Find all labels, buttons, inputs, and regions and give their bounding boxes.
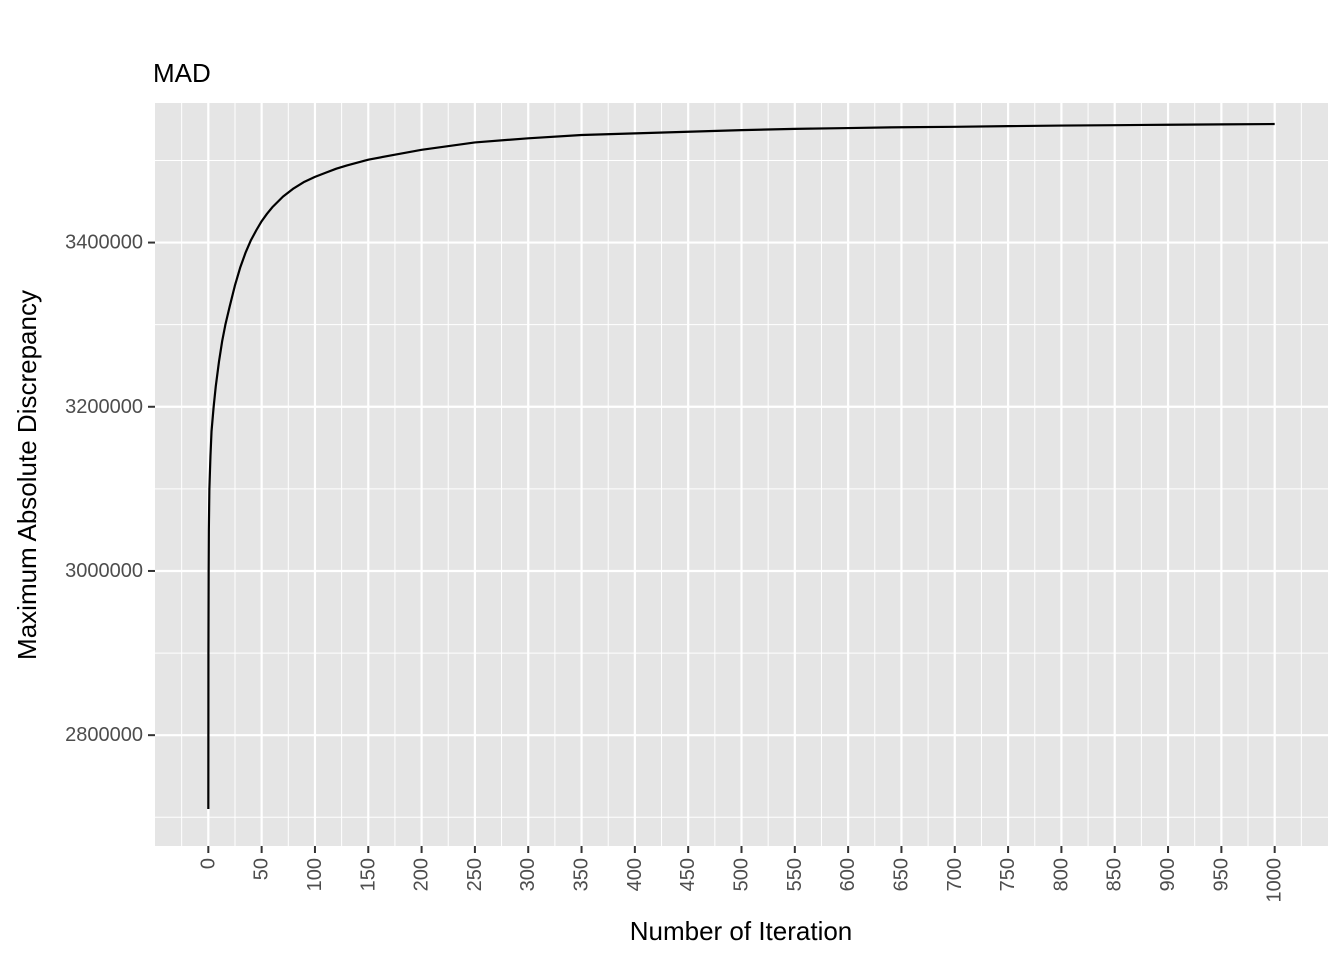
x-tick-label: 700 bbox=[944, 858, 966, 891]
x-tick-label: 300 bbox=[517, 858, 539, 891]
y-axis: 2800000 3000000 3200000 3400000 bbox=[65, 232, 155, 746]
x-tick-label: 650 bbox=[890, 858, 912, 891]
x-axis: 0 50 100 150 200 250 300 350 400 450 500 550 600 650 7… bbox=[197, 846, 1286, 903]
x-tick-label: 500 bbox=[731, 858, 753, 891]
x-tick-label: 800 bbox=[1050, 858, 1072, 891]
x-axis-title: Number of Iteration bbox=[630, 916, 853, 946]
chart-title: MAD bbox=[153, 58, 211, 88]
x-tick-label: 550 bbox=[784, 858, 806, 891]
x-tick-label: 600 bbox=[837, 858, 859, 891]
y-tick-label: 3400000 bbox=[65, 232, 143, 254]
x-tick-label: 200 bbox=[411, 858, 433, 891]
x-tick-label: 450 bbox=[677, 858, 699, 891]
series-line bbox=[207, 122, 1275, 810]
y-tick-label: 3200000 bbox=[65, 396, 143, 418]
x-tick-label: 0 bbox=[197, 858, 219, 869]
series-layer bbox=[207, 122, 1275, 810]
x-tick-label: 350 bbox=[571, 858, 593, 891]
y-tick-label: 3000000 bbox=[65, 560, 143, 582]
x-tick-label: 850 bbox=[1104, 858, 1126, 891]
x-tick-label: 1000 bbox=[1264, 858, 1286, 903]
x-tick-label: 950 bbox=[1210, 858, 1232, 891]
minor-gridlines bbox=[155, 103, 1328, 846]
major-gridlines bbox=[155, 103, 1328, 846]
x-tick-label: 150 bbox=[357, 858, 379, 891]
x-tick-label: 100 bbox=[304, 858, 326, 891]
x-tick-label: 400 bbox=[624, 858, 646, 891]
x-tick-label: 750 bbox=[997, 858, 1019, 891]
x-tick-label: 900 bbox=[1157, 858, 1179, 891]
x-tick-label: 50 bbox=[251, 858, 273, 880]
x-tick-label: 250 bbox=[464, 858, 486, 891]
y-axis-title: Maximum Absolute Discrepancy bbox=[12, 290, 42, 660]
y-tick-label: 2800000 bbox=[65, 724, 143, 746]
